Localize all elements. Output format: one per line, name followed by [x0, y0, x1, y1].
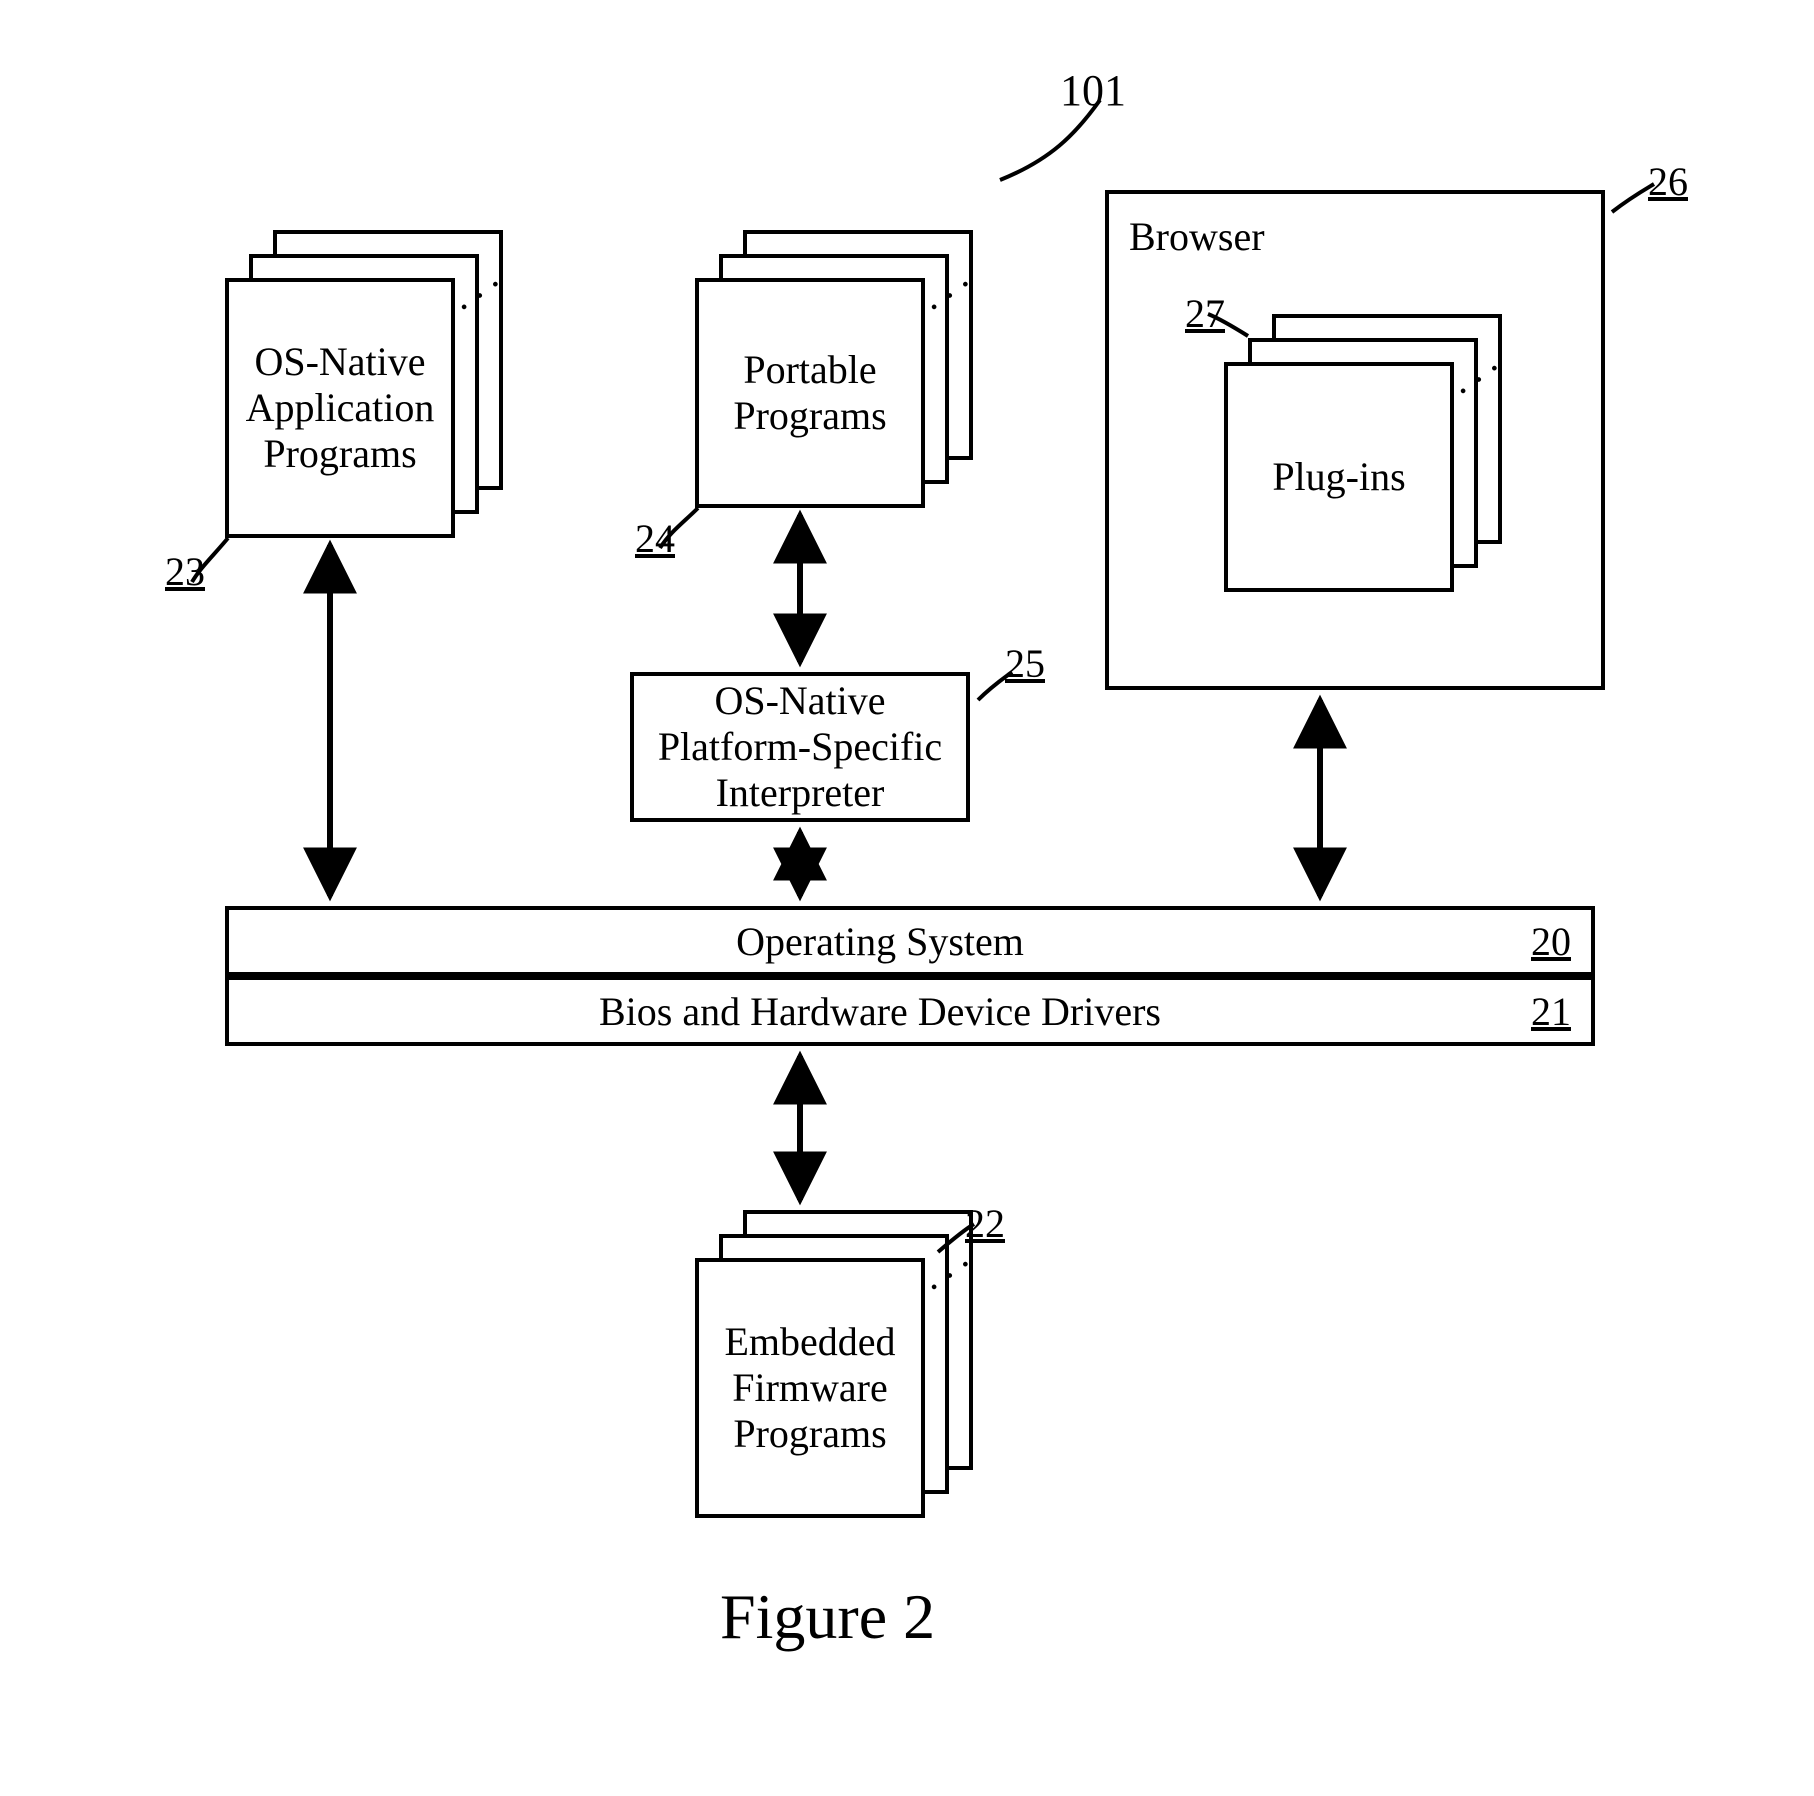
plugins-label: Plug-ins: [1272, 454, 1405, 500]
ref-21: 21: [1531, 988, 1591, 1035]
portable-programs-stack: Portable Programs ···: [695, 230, 973, 508]
plugins-stack: Plug-ins ···: [1224, 314, 1502, 592]
operating-system-label: Operating System: [229, 918, 1531, 965]
portable-programs-label: Portable Programs: [733, 347, 886, 439]
browser-label: Browser: [1129, 214, 1265, 260]
firmware-label: Embedded Firmware Programs: [724, 1319, 895, 1457]
interpreter-label: OS-Native Platform-Specific Interpreter: [658, 678, 942, 816]
os-native-apps-label: OS-Native Application Programs: [246, 339, 435, 477]
ref-23: 23: [165, 548, 205, 595]
bios-label: Bios and Hardware Device Drivers: [229, 988, 1531, 1035]
ref-26: 26: [1648, 158, 1688, 205]
interpreter-box: OS-Native Platform-Specific Interpreter: [630, 672, 970, 822]
bios-bar: Bios and Hardware Device Drivers 21: [225, 976, 1595, 1046]
ref-24: 24: [635, 515, 675, 562]
ref-27: 27: [1185, 290, 1225, 337]
firmware-stack: Embedded Firmware Programs ···: [695, 1210, 973, 1518]
browser-box: Browser Plug-ins ···: [1105, 190, 1605, 690]
operating-system-bar: Operating System 20: [225, 906, 1595, 976]
ref-25: 25: [1005, 640, 1045, 687]
ref-101: 101: [1060, 65, 1126, 116]
ref-20: 20: [1531, 918, 1591, 965]
diagram-root: OS-Native Application Programs ··· 23 Po…: [0, 0, 1814, 1796]
os-native-apps-stack: OS-Native Application Programs ···: [225, 230, 503, 538]
figure-caption: Figure 2: [720, 1580, 935, 1654]
ref-22: 22: [965, 1200, 1005, 1247]
